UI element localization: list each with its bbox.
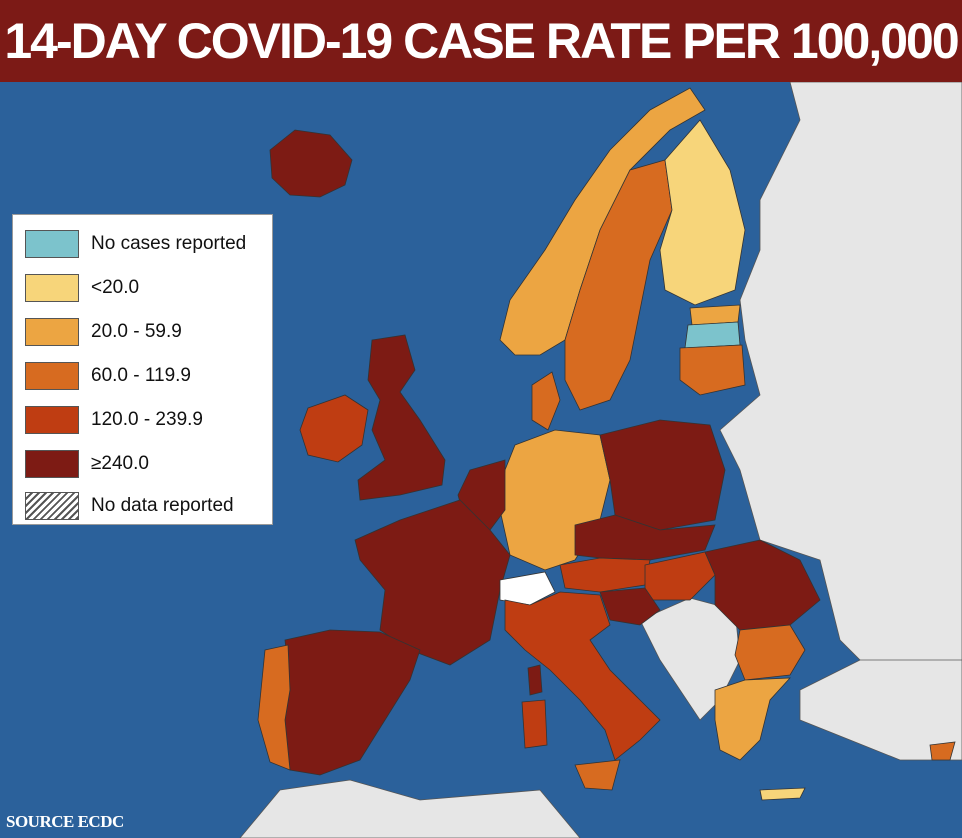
legend: No cases reported <20.0 20.0 - 59.9 60.0… [12,214,273,525]
region-poland [599,419,726,531]
region-finland [659,119,746,306]
region-sicily [574,759,621,791]
region-slovenia-croatia [599,587,661,626]
region-cyprus [929,741,956,761]
europe-map [0,82,962,838]
legend-swatch-hatched [25,492,79,520]
region-denmark [531,371,561,431]
region-ireland [299,394,369,463]
legend-item-no-data: No data reported [25,491,265,523]
legend-label: No data reported [91,495,234,516]
turkey-land [799,659,962,761]
region-greece [714,677,791,761]
region-norway [499,87,706,356]
legend-swatch [25,406,79,434]
legend-swatch [25,362,79,390]
legend-swatch [25,230,79,258]
legend-label: ≥240.0 [91,453,149,474]
legend-swatch [25,450,79,478]
title-bar: 14-DAY COVID-19 CASE RATE PER 100,000 [0,0,962,82]
region-crete [759,787,806,801]
legend-item-120-239: 120.0 - 239.9 [25,405,265,437]
legend-item-lt-20: <20.0 [25,273,265,305]
region-italy [504,591,661,761]
region-bulgaria [734,624,806,681]
region-czechia-slovakia [574,514,716,561]
region-france [354,499,511,666]
region-sardinia [521,699,548,749]
legend-swatch [25,318,79,346]
legend-item-no-cases: No cases reported [25,229,265,261]
region-corsica [527,664,543,696]
source-credit: SOURCE ECDC [6,812,124,831]
legend-item-20-59: 20.0 - 59.9 [25,317,265,349]
legend-item-60-119: 60.0 - 119.9 [25,361,265,393]
legend-label: 20.0 - 59.9 [91,321,182,342]
region-sweden [564,159,673,411]
legend-label: 120.0 - 239.9 [91,409,203,430]
region-united-kingdom [357,334,446,501]
legend-item-gte-240: ≥240.0 [25,449,265,481]
page-title: 14-DAY COVID-19 CASE RATE PER 100,000 [4,13,959,69]
region-switzerland [499,571,556,606]
region-latvia [684,321,741,349]
legend-label: <20.0 [91,277,140,298]
north-africa-land [239,779,581,838]
legend-label: No cases reported [91,233,247,254]
region-iceland [269,129,353,198]
region-lithuania [679,344,746,396]
legend-swatch [25,274,79,302]
region-portugal [257,644,291,771]
legend-label: 60.0 - 119.9 [91,365,192,386]
